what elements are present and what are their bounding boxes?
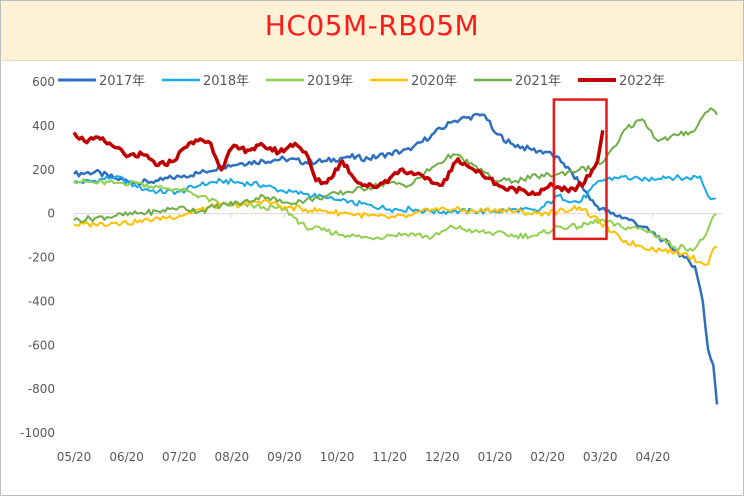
highlight-layer: [552, 98, 608, 241]
y-tick-label: 600: [32, 75, 55, 89]
legend-label: 2019年: [307, 74, 353, 89]
x-tick-label: 02/20: [530, 450, 565, 464]
series-line-2017年: [73, 112, 719, 405]
series-line-2022年: [72, 130, 605, 197]
axis-layer: 05/20 06/20 07/20 08/20 09/20 10/20 11/20 12/20…: [20, 75, 722, 464]
y-tick-label: 400: [32, 119, 55, 133]
x-tick-label: 10/20: [320, 450, 355, 464]
y-tick-label: 0: [47, 207, 55, 221]
y-tick-label: -1000: [20, 426, 55, 440]
x-tick-label: 09/20: [267, 450, 302, 464]
series-layer: [72, 107, 719, 405]
y-tick-label: -200: [28, 251, 55, 265]
legend: 2017年 2018年 2019年 2020年 2021年 2022年: [58, 74, 665, 89]
legend-label: 2021年: [515, 74, 561, 89]
y-tick-label: 200: [32, 163, 55, 177]
legend-label: 2017年: [99, 74, 145, 89]
x-tick-label: 11/20: [372, 450, 407, 464]
highlight-box: [552, 98, 608, 241]
x-tick-label: 04/20: [636, 450, 671, 464]
chart-title: HC05M-RB05M: [264, 9, 480, 42]
x-tick-label: 01/20: [478, 450, 513, 464]
x-tick-label: 06/20: [109, 450, 144, 464]
y-tick-label: -600: [28, 338, 55, 352]
x-tick-label: 05/20: [57, 450, 92, 464]
x-tick-label: 12/20: [425, 450, 460, 464]
series-line-2020年: [73, 198, 718, 266]
x-tick-label: 07/20: [162, 450, 197, 464]
legend-label: 2020年: [411, 74, 457, 89]
legend-label: 2022年: [619, 74, 665, 89]
x-tick-label: 03/20: [583, 450, 618, 464]
title-bar: HC05M-RB05M: [1, 1, 743, 61]
y-tick-label: -400: [28, 294, 55, 308]
x-tick-label: 08/20: [215, 450, 250, 464]
y-tick-label: -800: [28, 382, 55, 396]
series-line-2021年: [73, 107, 718, 224]
legend-label: 2018年: [203, 74, 249, 89]
